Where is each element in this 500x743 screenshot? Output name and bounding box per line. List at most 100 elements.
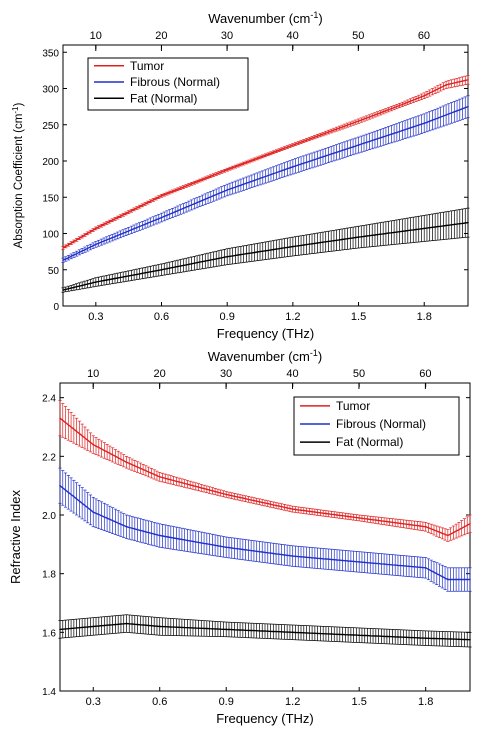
y-axis-title-end: ) bbox=[13, 103, 25, 107]
legend-box bbox=[87, 57, 249, 111]
plot-frame bbox=[59, 382, 471, 692]
data-point bbox=[291, 508, 294, 510]
x-tick-label: 0.3 bbox=[86, 696, 101, 708]
series-line bbox=[62, 79, 469, 249]
legend-label: Tumor bbox=[130, 59, 164, 73]
y-tick-label: 2.0 bbox=[42, 511, 56, 522]
x-tick-label: 1.2 bbox=[285, 311, 300, 323]
data-point bbox=[423, 122, 426, 125]
data-point bbox=[291, 555, 294, 557]
top-tick-label: 20 bbox=[154, 368, 166, 380]
data-point bbox=[469, 638, 471, 641]
series-2 bbox=[58, 467, 472, 592]
data-point bbox=[92, 625, 95, 628]
data-point bbox=[357, 144, 360, 146]
data-point bbox=[160, 216, 163, 219]
data-point bbox=[423, 227, 426, 230]
series-line bbox=[62, 221, 469, 291]
y-tick-label: 1.8 bbox=[42, 570, 56, 581]
data-point bbox=[424, 637, 427, 639]
series-3 bbox=[61, 207, 470, 293]
series-1 bbox=[58, 400, 472, 542]
series-line bbox=[59, 417, 471, 537]
data-point bbox=[358, 634, 360, 637]
data-point bbox=[447, 534, 449, 537]
series-line bbox=[59, 485, 470, 581]
data-point bbox=[125, 622, 128, 625]
series-line bbox=[59, 622, 471, 641]
top-axis-title: Wavenumber (cm-1) bbox=[208, 348, 322, 364]
y-tick-label: 100 bbox=[42, 230, 59, 241]
series-2 bbox=[61, 95, 470, 263]
data-point bbox=[401, 103, 404, 106]
data-point bbox=[292, 166, 294, 168]
y-axis-title-text: Refractive Index bbox=[8, 490, 23, 584]
plot-frame bbox=[62, 44, 469, 307]
data-point bbox=[92, 443, 95, 446]
data-point bbox=[447, 578, 449, 581]
data-point bbox=[424, 525, 427, 528]
data-point bbox=[160, 195, 163, 197]
y-tick-label: 350 bbox=[42, 48, 59, 59]
data-point bbox=[358, 561, 360, 563]
top-tick-label: 20 bbox=[155, 30, 167, 42]
data-point bbox=[158, 625, 161, 628]
data-point bbox=[469, 523, 471, 525]
x-tick-label: 0.6 bbox=[152, 696, 167, 708]
data-point bbox=[226, 189, 228, 191]
data-point bbox=[358, 517, 360, 519]
data-point bbox=[225, 628, 228, 631]
top-tick-label: 50 bbox=[353, 368, 365, 380]
x-tick-label: 1.8 bbox=[418, 696, 433, 708]
top-tick-label: 60 bbox=[419, 368, 431, 380]
data-point bbox=[357, 236, 360, 238]
top-tick-label: 50 bbox=[352, 30, 364, 42]
data-point bbox=[467, 79, 469, 81]
data-point bbox=[292, 144, 294, 146]
data-point bbox=[424, 567, 427, 569]
x-tick-label: 1.5 bbox=[352, 696, 367, 708]
series-1 bbox=[61, 75, 470, 250]
data-point bbox=[95, 227, 97, 230]
data-point bbox=[125, 525, 128, 528]
y-tick-label: 0 bbox=[53, 302, 59, 313]
top-tick-label: 30 bbox=[221, 30, 233, 42]
x-tick-label: 0.9 bbox=[220, 311, 235, 323]
y-axis-title-sup: -1 bbox=[11, 106, 20, 114]
legend-label: Fat (Normal) bbox=[336, 435, 403, 449]
top-tick-label: 60 bbox=[418, 30, 430, 42]
x-axis-title: Frequency (THz) bbox=[216, 711, 314, 726]
x-tick-label: 0.6 bbox=[154, 311, 169, 323]
data-point bbox=[125, 461, 128, 464]
data-point bbox=[423, 94, 426, 97]
legend: Tumor Fibrous (Normal) Fat (Normal) bbox=[293, 396, 460, 456]
y-tick-label: 200 bbox=[42, 157, 59, 168]
x-tick-label: 1.2 bbox=[285, 696, 300, 708]
top-tick-label: 40 bbox=[286, 368, 298, 380]
data-point bbox=[158, 476, 161, 478]
data-point bbox=[95, 243, 97, 246]
data-point bbox=[62, 289, 64, 291]
data-point bbox=[59, 484, 61, 487]
data-point bbox=[62, 259, 64, 262]
data-point bbox=[292, 245, 294, 248]
y-axis-title: Absorption Coefficient (cm-1) bbox=[11, 103, 25, 249]
top-tick-label: 10 bbox=[90, 30, 102, 42]
top-axis-title-end: ) bbox=[318, 349, 322, 364]
y-tick-label: 50 bbox=[48, 266, 60, 277]
x-tick-label: 1.5 bbox=[351, 311, 366, 323]
data-point bbox=[226, 255, 228, 258]
data-point bbox=[158, 534, 161, 537]
series-3 bbox=[58, 614, 472, 648]
top-axis-title-end: ) bbox=[318, 11, 322, 26]
data-point bbox=[467, 105, 469, 108]
y-tick-label: 2.2 bbox=[42, 452, 56, 463]
y-tick-label: 1.6 bbox=[42, 628, 56, 639]
top-tick-label: 10 bbox=[87, 368, 99, 380]
data-point bbox=[225, 546, 228, 549]
top-axis-title-sup: -1 bbox=[310, 348, 318, 358]
data-point bbox=[95, 281, 97, 283]
series-line bbox=[62, 105, 469, 261]
y-tick-label: 150 bbox=[42, 193, 59, 204]
